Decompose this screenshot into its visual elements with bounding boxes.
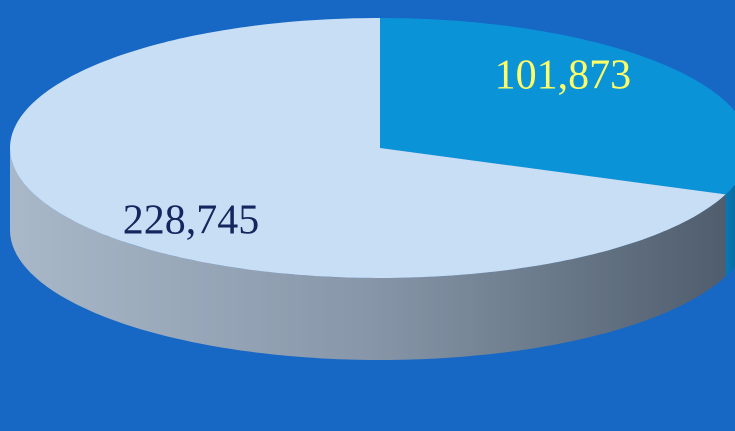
slice-side xyxy=(725,184,735,277)
slice-side xyxy=(10,148,726,360)
slice xyxy=(10,18,726,278)
slice xyxy=(380,18,735,195)
data-label: 101,873 xyxy=(495,52,632,98)
data-label: 228,745 xyxy=(123,197,260,243)
